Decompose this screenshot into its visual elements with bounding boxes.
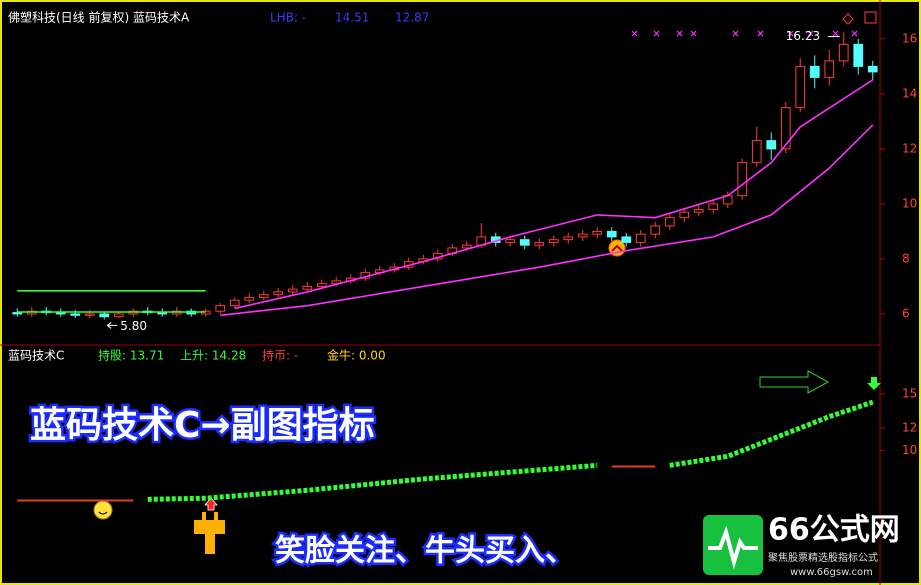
candle-body (809, 65, 820, 78)
candle-body (766, 140, 777, 150)
candle-body (795, 65, 806, 109)
candle-body (548, 239, 559, 243)
candle-body (519, 239, 530, 246)
line (147, 462, 598, 502)
candle-body (751, 140, 762, 164)
overlay-subcaption: 笑脸关注、牛头买入、 (275, 534, 575, 569)
candle-body (708, 203, 719, 210)
candle-body (113, 313, 124, 318)
candle-body (853, 43, 864, 67)
candle-body (650, 225, 661, 235)
panel-title: 佛塑科技(日线 前复权) 蓝码技术A (8, 10, 190, 25)
y-tick-label: 10 (902, 196, 917, 210)
candle-body (838, 43, 849, 62)
overlay-caption: 蓝码技术C→副图指标 (30, 405, 375, 446)
candle-body (229, 299, 240, 307)
candle-body (592, 230, 603, 235)
annotation-arrow (106, 322, 118, 329)
logo-box (703, 515, 763, 575)
y-tick-label: 14 (902, 86, 917, 100)
line (669, 399, 874, 468)
candle-body (316, 283, 327, 287)
candle-body (679, 211, 690, 219)
candle-body (534, 241, 545, 246)
candle-body (258, 294, 269, 298)
y-tick-label: 8 (902, 251, 910, 265)
watermark-brand: 66公式网 (768, 513, 900, 548)
signal-markers (631, 30, 858, 37)
candle-body (824, 60, 835, 78)
panel-title: 蓝码技术C (8, 349, 64, 363)
candle-body (287, 288, 298, 293)
line (234, 79, 874, 310)
header-item: 持币: - (262, 348, 298, 363)
down-arrow-icon (867, 377, 881, 390)
candle-body (99, 313, 110, 318)
watermark-url: www.66gsw.com (790, 567, 873, 578)
y-tick-label: 12 (902, 141, 917, 155)
header-item: LHB: - (270, 11, 306, 25)
candle-body (505, 239, 516, 243)
line (220, 124, 874, 317)
candle-body (577, 233, 588, 238)
candle-body (737, 162, 748, 197)
candle-body (215, 305, 226, 312)
smiley-mouth (98, 511, 108, 515)
candle-body (780, 107, 791, 150)
signal-icon-arrow (611, 244, 623, 252)
header-item: 14.51 (335, 11, 369, 25)
candle-body (693, 208, 704, 213)
green-arrow-outline (759, 370, 830, 394)
candle-body (244, 296, 255, 301)
smiley-icon (93, 500, 113, 520)
y-tick-label: 6 (902, 306, 910, 320)
candle-body (84, 313, 95, 316)
header-item: 12.87 (395, 11, 429, 25)
y-tick-label: 12 (902, 420, 917, 434)
header-item: 上升: 14.28 (180, 349, 246, 363)
annotation: 16.23 (786, 29, 820, 43)
candle-body (606, 230, 617, 238)
candle-body (867, 65, 878, 73)
red-arrow-icon (204, 497, 218, 511)
y-tick-label: 10 (902, 443, 917, 457)
header-item: 持股: 13.71 (98, 348, 164, 363)
bull-icon (194, 512, 225, 554)
window-icon (864, 11, 877, 24)
candle-body (635, 233, 646, 243)
candle-body (664, 217, 675, 227)
y-tick-label: 16 (902, 31, 917, 45)
candle-body (563, 236, 574, 241)
candle-body (70, 313, 81, 316)
candle-body (621, 236, 632, 243)
annotation: 5.80 (120, 319, 147, 333)
header-item: 金牛: 0.00 (327, 348, 386, 363)
logo-pulse (708, 525, 758, 570)
candle-body (461, 244, 472, 249)
watermark-slogan: 聚焦股票精选股指标公式 (768, 551, 878, 564)
diamond-icon (842, 13, 854, 25)
y-tick-label: 15 (902, 386, 917, 400)
candle-body (273, 291, 284, 296)
candle-body (302, 285, 313, 290)
